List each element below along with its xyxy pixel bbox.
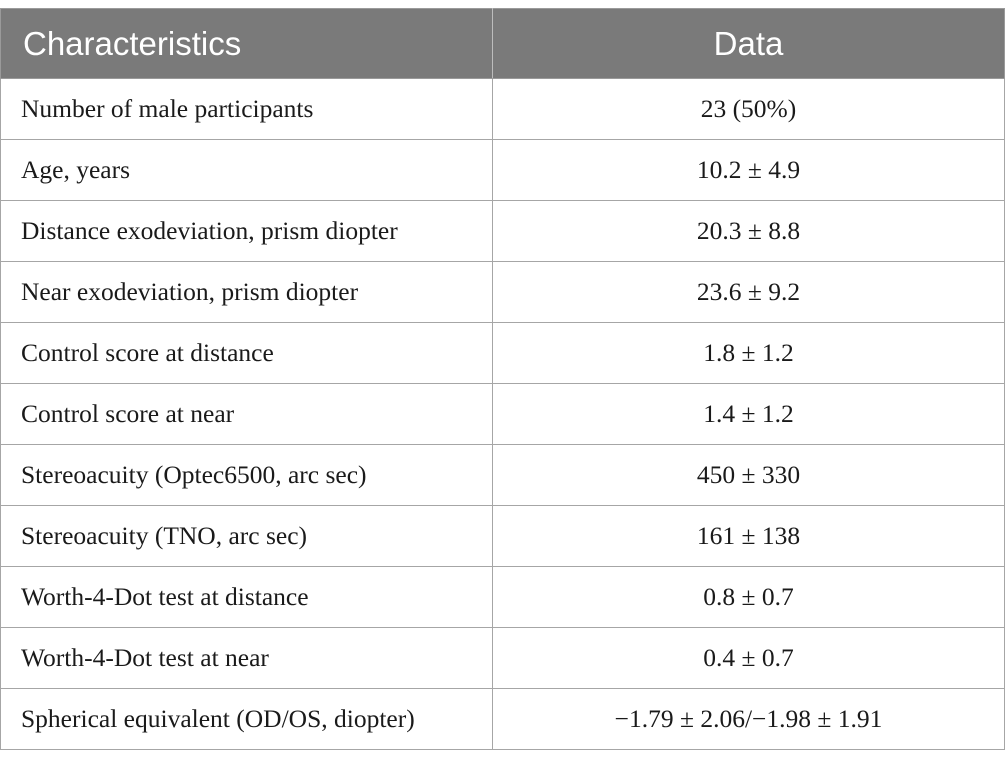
- table-row: Control score at distance 1.8 ± 1.2: [0, 322, 1005, 384]
- row-label: Stereoacuity (Optec6500, arc sec): [0, 444, 493, 506]
- table-row: Worth-4-Dot test at near 0.4 ± 0.7: [0, 627, 1005, 689]
- row-value: 0.4 ± 0.7: [492, 627, 1005, 689]
- row-label: Control score at distance: [0, 322, 493, 384]
- table-row: Worth-4-Dot test at distance 0.8 ± 0.7: [0, 566, 1005, 628]
- header-characteristics: Characteristics: [0, 8, 493, 79]
- table-row: Stereoacuity (TNO, arc sec) 161 ± 138: [0, 505, 1005, 567]
- row-label: Number of male participants: [0, 78, 493, 140]
- row-value: 20.3 ± 8.8: [492, 200, 1005, 262]
- table-row: Age, years 10.2 ± 4.9: [0, 139, 1005, 201]
- row-value: 10.2 ± 4.9: [492, 139, 1005, 201]
- row-value: −1.79 ± 2.06/−1.98 ± 1.91: [492, 688, 1005, 750]
- characteristics-table: Characteristics Data Number of male part…: [0, 8, 1005, 750]
- row-value: 1.8 ± 1.2: [492, 322, 1005, 384]
- row-label: Stereoacuity (TNO, arc sec): [0, 505, 493, 567]
- row-label: Control score at near: [0, 383, 493, 445]
- row-label: Near exodeviation, prism diopter: [0, 261, 493, 323]
- row-label: Worth-4-Dot test at distance: [0, 566, 493, 628]
- row-value: 450 ± 330: [492, 444, 1005, 506]
- row-value: 161 ± 138: [492, 505, 1005, 567]
- table-header: Characteristics Data: [0, 8, 1005, 79]
- characteristics-table-container: Characteristics Data Number of male part…: [0, 8, 1005, 750]
- row-value: 1.4 ± 1.2: [492, 383, 1005, 445]
- row-label: Spherical equivalent (OD/OS, diopter): [0, 688, 493, 750]
- header-data: Data: [492, 8, 1005, 79]
- table-row: Near exodeviation, prism diopter 23.6 ± …: [0, 261, 1005, 323]
- row-value: 0.8 ± 0.7: [492, 566, 1005, 628]
- table-row: Spherical equivalent (OD/OS, diopter) −1…: [0, 688, 1005, 750]
- table-body: Number of male participants 23 (50%) Age…: [0, 78, 1005, 750]
- table-row: Stereoacuity (Optec6500, arc sec) 450 ± …: [0, 444, 1005, 506]
- row-value: 23 (50%): [492, 78, 1005, 140]
- table-row: Number of male participants 23 (50%): [0, 78, 1005, 140]
- table-row: Distance exodeviation, prism diopter 20.…: [0, 200, 1005, 262]
- row-label: Age, years: [0, 139, 493, 201]
- row-label: Distance exodeviation, prism diopter: [0, 200, 493, 262]
- row-label: Worth-4-Dot test at near: [0, 627, 493, 689]
- table-row: Control score at near 1.4 ± 1.2: [0, 383, 1005, 445]
- header-row: Characteristics Data: [0, 8, 1005, 79]
- row-value: 23.6 ± 9.2: [492, 261, 1005, 323]
